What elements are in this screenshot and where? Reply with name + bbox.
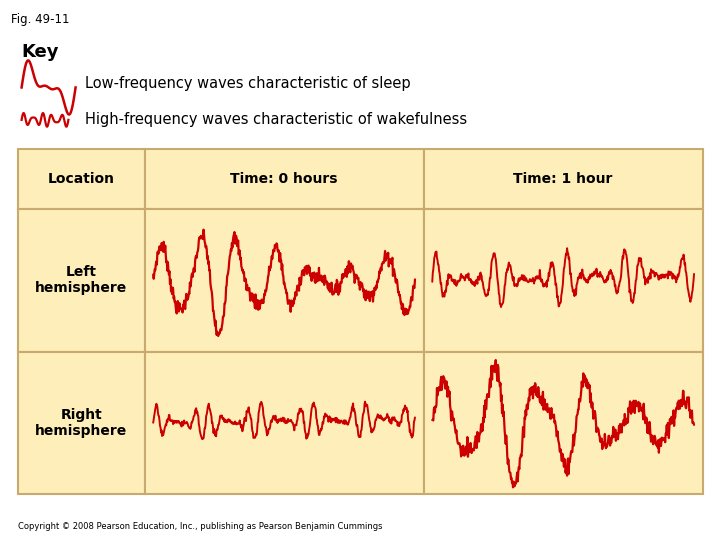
FancyBboxPatch shape (145, 148, 423, 209)
FancyBboxPatch shape (18, 148, 145, 209)
Text: Right
hemisphere: Right hemisphere (35, 408, 127, 438)
Text: Copyright © 2008 Pearson Education, Inc., publishing as Pearson Benjamin Cumming: Copyright © 2008 Pearson Education, Inc.… (18, 522, 382, 531)
FancyBboxPatch shape (18, 209, 145, 352)
FancyBboxPatch shape (18, 352, 145, 495)
FancyBboxPatch shape (423, 352, 703, 495)
FancyBboxPatch shape (145, 209, 423, 352)
Text: Location: Location (48, 172, 114, 186)
Text: Fig. 49-11: Fig. 49-11 (11, 14, 69, 26)
FancyBboxPatch shape (423, 148, 703, 209)
Text: Time: 1 hour: Time: 1 hour (513, 172, 613, 186)
Text: Left
hemisphere: Left hemisphere (35, 265, 127, 295)
Text: Time: 0 hours: Time: 0 hours (230, 172, 338, 186)
Text: High-frequency waves characteristic of wakefulness: High-frequency waves characteristic of w… (85, 112, 467, 127)
Text: Key: Key (22, 43, 59, 61)
FancyBboxPatch shape (423, 209, 703, 352)
FancyBboxPatch shape (145, 352, 423, 495)
Text: Low-frequency waves characteristic of sleep: Low-frequency waves characteristic of sl… (85, 76, 410, 91)
